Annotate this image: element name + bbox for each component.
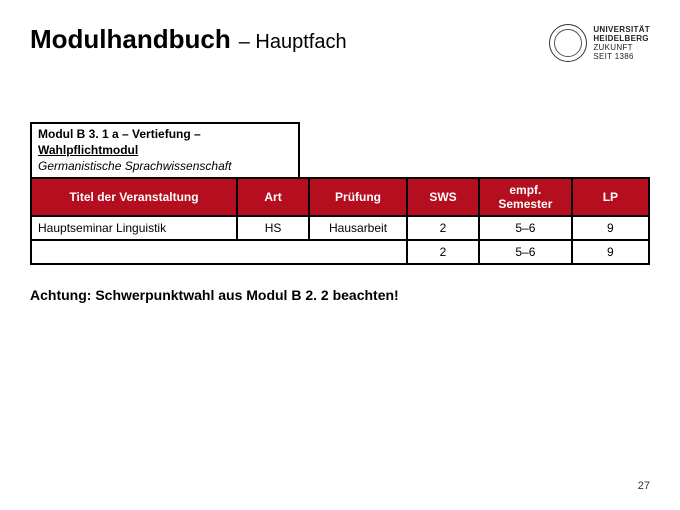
th-lp: LP: [572, 178, 649, 216]
summary-sws: 2: [407, 240, 479, 264]
summary-semester: 5–6: [479, 240, 572, 264]
module-field: Germanistische Sprachwissenschaft: [38, 159, 231, 173]
th-titel: Titel der Veranstaltung: [31, 178, 237, 216]
module-table: Titel der Veranstaltung Art Prüfung SWS …: [30, 177, 650, 265]
cell-titel: Hauptseminar Linguistik: [31, 216, 237, 240]
cell-pruefung: Hausarbeit: [309, 216, 407, 240]
cell-sws: 2: [407, 216, 479, 240]
logo-text: UNIVERSITÄT HEIDELBERG ZUKUNFT SEIT 1386: [593, 25, 650, 62]
logo-line1: UNIVERSITÄT: [593, 25, 650, 34]
table-row: Hauptseminar Linguistik HS Hausarbeit 2 …: [31, 216, 649, 240]
th-pruefung: Prüfung: [309, 178, 407, 216]
summary-lp: 9: [572, 240, 649, 264]
summary-blank: [31, 240, 407, 264]
table-summary-row: 2 5–6 9: [31, 240, 649, 264]
th-sws: SWS: [407, 178, 479, 216]
cell-semester: 5–6: [479, 216, 572, 240]
module-info-box: Modul B 3. 1 a – Vertiefung – Wahlpflich…: [30, 122, 300, 177]
page-header: Modulhandbuch – Hauptfach UNIVERSITÄT HE…: [30, 24, 650, 62]
logo-line2: HEIDELBERG: [593, 34, 650, 43]
logo-line3: ZUKUNFT: [593, 43, 650, 52]
title-block: Modulhandbuch – Hauptfach: [30, 24, 347, 55]
seal-icon: [549, 24, 587, 62]
module-subtype: Wahlpflichtmodul: [38, 143, 138, 157]
th-semester: empf. Semester: [479, 178, 572, 216]
university-logo: UNIVERSITÄT HEIDELBERG ZUKUNFT SEIT 1386: [549, 24, 650, 62]
table-header-row: Titel der Veranstaltung Art Prüfung SWS …: [31, 178, 649, 216]
title-main: Modulhandbuch: [30, 24, 231, 55]
th-art: Art: [237, 178, 309, 216]
cell-lp: 9: [572, 216, 649, 240]
module-code-suffix: – Vertiefung –: [119, 127, 201, 141]
page-number: 27: [638, 480, 650, 492]
module-code: Modul B 3. 1 a: [38, 127, 119, 141]
title-sub: – Hauptfach: [239, 31, 347, 54]
note: Achtung: Schwerpunktwahl aus Modul B 2. …: [30, 287, 650, 303]
cell-art: HS: [237, 216, 309, 240]
logo-line4: SEIT 1386: [593, 52, 650, 61]
